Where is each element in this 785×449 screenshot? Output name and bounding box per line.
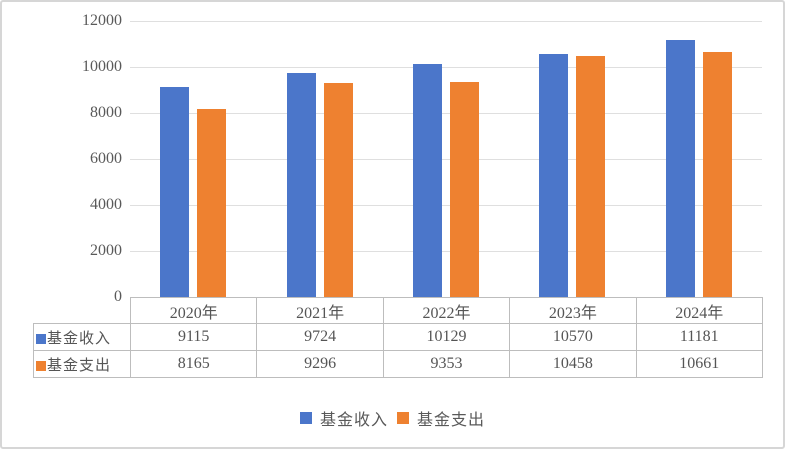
gridline <box>130 67 762 68</box>
gridline <box>130 113 762 114</box>
table-value-cell: 10129 <box>382 323 511 351</box>
table-row: 基金收入 9115 9724 10129 10570 11181 <box>33 323 763 351</box>
table-column-header: 2024年 <box>635 297 763 324</box>
table-column-header: 2023年 <box>509 297 637 324</box>
gridline <box>130 205 762 206</box>
y-axis-tick-label: 0 <box>114 288 122 305</box>
table-value-cell: 9296 <box>256 350 384 378</box>
table-row-header: 基金支出 <box>33 350 131 378</box>
table-value-cell: 9353 <box>382 350 511 378</box>
plot-area <box>130 21 762 297</box>
legend-color-swatch-icon <box>299 412 312 424</box>
y-axis-tick-label: 8000 <box>90 104 122 121</box>
bar-series2-cat1 <box>197 109 226 297</box>
gridline <box>130 21 762 22</box>
bar-series1-cat5 <box>666 40 695 297</box>
bar-series2-cat3 <box>450 82 479 297</box>
legend-label: 基金收入 <box>319 412 388 429</box>
bar-series1-cat2 <box>287 73 316 297</box>
table-value-cell: 10661 <box>635 350 763 378</box>
y-axis-tick-label: 2000 <box>90 242 122 259</box>
table-value-cell: 11181 <box>635 323 763 351</box>
table-row-header: 基金收入 <box>33 323 131 351</box>
y-axis-tick-label: 10000 <box>82 58 122 75</box>
bar-series1-cat4 <box>539 54 568 297</box>
legend-color-swatch-icon <box>397 412 409 424</box>
table-column-header: 2020年 <box>129 297 258 324</box>
legend-item-1: 基金收入 <box>299 406 388 430</box>
legend-label: 基金支出 <box>417 412 486 429</box>
table-value-cell: 10458 <box>509 350 637 378</box>
gridline <box>130 251 762 252</box>
bar-series1-cat3 <box>413 64 442 297</box>
y-axis-tick-label: 6000 <box>90 150 122 167</box>
legend-item-2: 基金支出 <box>397 406 485 430</box>
bar-series2-cat4 <box>576 56 605 297</box>
bar-series2-cat2 <box>324 83 353 297</box>
table-value-cell: 9724 <box>256 323 384 351</box>
bar-series1-cat1 <box>160 87 189 297</box>
table-value-cell: 8165 <box>129 350 258 378</box>
y-axis-tick-label: 12000 <box>82 12 122 29</box>
table-column-header: 2021年 <box>256 297 384 324</box>
series-key-swatch-icon <box>36 360 46 371</box>
data-table: 2020年 2021年 2022年 2023年 2024年 基金收入 9115 9724 101… <box>33 297 763 378</box>
legend: 基金收入 基金支出 <box>2 406 783 430</box>
gridline <box>130 159 762 160</box>
table-corner-cell <box>34 298 131 324</box>
table-value-cell: 9115 <box>129 323 258 351</box>
table-row: 基金支出 8165 9296 9353 10458 10661 <box>33 350 763 378</box>
table-value-cell: 10570 <box>509 323 637 351</box>
series-key-swatch-icon <box>36 333 46 344</box>
bar-series2-cat5 <box>703 52 732 297</box>
y-axis-tick-label: 4000 <box>90 196 122 213</box>
table-column-header: 2022年 <box>382 297 511 324</box>
